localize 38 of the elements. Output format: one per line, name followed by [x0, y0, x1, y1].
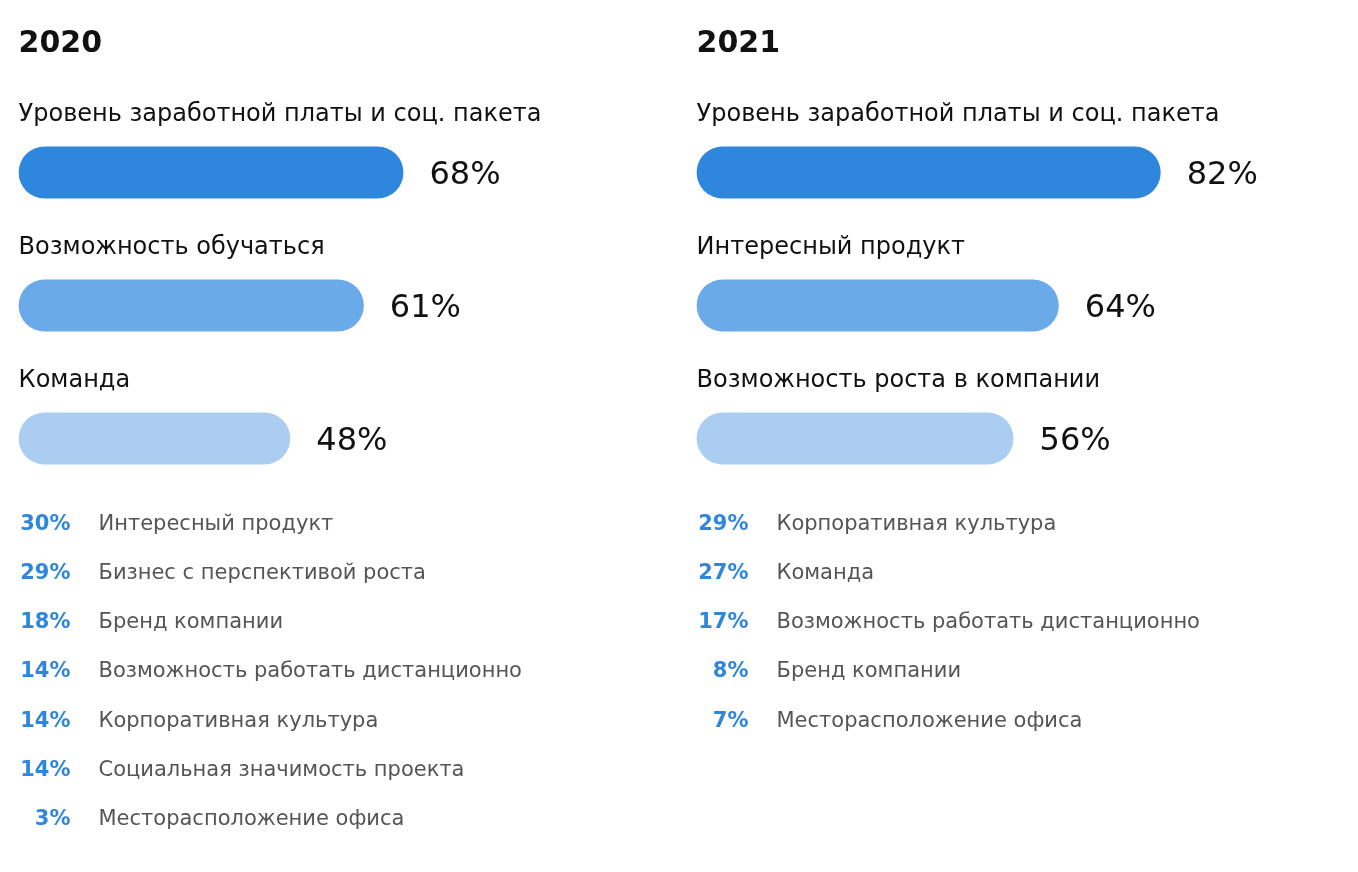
data-label: 3% — [34, 806, 71, 831]
category-label: Уровень заработной платы и соц. пакета — [18, 98, 542, 127]
category-label: Корпоративная культура — [98, 707, 379, 732]
data-label: 29% — [698, 510, 749, 535]
category-label: Месторасположение офиса — [776, 707, 1083, 732]
category-label: Возможность обучаться — [18, 231, 325, 260]
data-label: 8% — [712, 658, 749, 683]
data-label: 14% — [20, 707, 71, 732]
category-label: Возможность работать дистанционно — [776, 609, 1200, 634]
data-label: 29% — [20, 559, 71, 584]
data-label: 17% — [698, 609, 749, 634]
data-label: 82% — [1186, 153, 1258, 192]
data-label: 14% — [20, 757, 71, 781]
data-label: 48% — [316, 419, 388, 458]
chart-title: 2021 — [696, 23, 781, 59]
category-label: Уровень заработной платы и соц. пакета — [696, 98, 1220, 127]
data-label: 64% — [1084, 286, 1156, 325]
category-label: Команда — [18, 364, 131, 393]
category-label: Возможность работать дистанционно — [98, 658, 522, 683]
category-label: Команда — [776, 559, 875, 584]
category-label: Бренд компании — [776, 658, 962, 683]
data-label: 61% — [389, 286, 461, 325]
category-label: Интересный продукт — [98, 510, 334, 535]
data-label: 18% — [20, 609, 71, 634]
category-label: Бизнес с перспективой роста — [98, 559, 426, 584]
data-label: 30% — [20, 510, 71, 535]
chart-title: 2020 — [18, 23, 103, 59]
data-label: 14% — [20, 658, 71, 683]
data-label: 68% — [429, 153, 501, 192]
category-label: Бренд компании — [98, 609, 284, 634]
data-label: 7% — [712, 707, 749, 732]
data-label: 27% — [698, 559, 749, 584]
category-label: Социальная значимость проекта — [98, 757, 465, 781]
category-label: Месторасположение офиса — [98, 806, 405, 831]
category-label: Корпоративная культура — [776, 510, 1057, 535]
data-label: 56% — [1039, 419, 1111, 458]
category-label: Возможность роста в компании — [696, 364, 1101, 393]
category-label: Интересный продукт — [696, 231, 965, 260]
